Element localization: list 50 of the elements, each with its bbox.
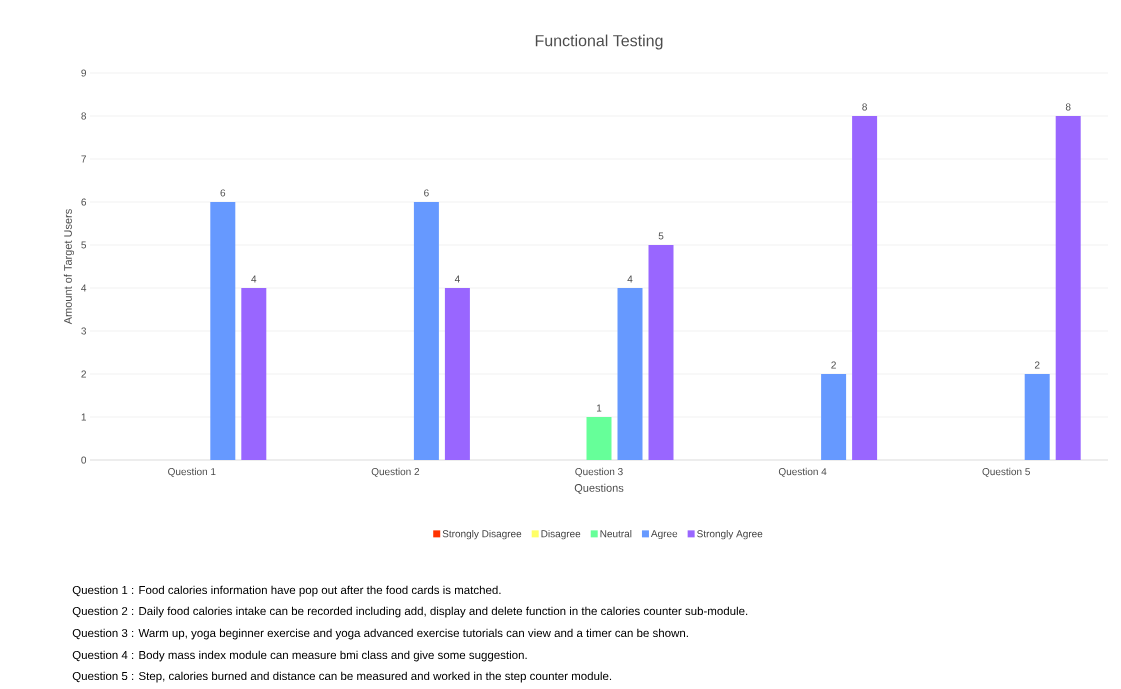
data-label: 6	[220, 189, 226, 197]
legend-label: Disagree	[541, 529, 581, 540]
text: Question 5 : Step, calories burned and distance can be measured and worked in the step counter module.	[72, 671, 612, 683]
y-tick-label: 5	[81, 241, 87, 249]
y-tick-label: 8	[81, 112, 87, 120]
x-tick-label: Question 2	[371, 467, 420, 477]
y-tick-label: 6	[81, 198, 87, 206]
y-axis-title: Amount of Target Users	[63, 209, 75, 325]
bar	[241, 288, 267, 460]
y-tick-label: 9	[81, 69, 87, 77]
text: Question 2 : Daily food calories intake can be recorded including add, display and delete function in the calories counter sub-module.	[72, 606, 748, 618]
bar	[586, 417, 612, 460]
data-label: 5	[658, 232, 664, 240]
legend-label: Agree	[650, 530, 678, 540]
text: Question 4 : Body mass index module can measure bmi class and give some suggestion.	[72, 650, 527, 662]
bar	[1055, 116, 1081, 460]
y-tick-label: 1	[81, 413, 86, 421]
data-label: 1	[596, 404, 602, 412]
legend-label: Strongly Disagree	[442, 529, 522, 540]
data-label: 2	[831, 361, 836, 369]
chart-title: Functional Testing	[535, 34, 663, 50]
y-tick-label: 4	[81, 284, 87, 292]
legend-label: Strongly Agree	[697, 529, 763, 540]
x-tick-label: Question 5	[982, 467, 1030, 477]
data-label: 4	[454, 275, 460, 283]
data-label: 2	[1034, 361, 1040, 369]
y-tick-label: 3	[81, 327, 87, 335]
bar	[617, 288, 643, 460]
x-tick-label: Question 3	[575, 467, 623, 477]
y-tick-label: 7	[81, 155, 86, 163]
y-tick-label: 0	[81, 456, 87, 464]
x-tick-label: Question 1	[168, 467, 216, 477]
data-label: 8	[862, 103, 867, 111]
text: Question 1 : Food calories information have pop out after the food cards is matched.	[72, 585, 501, 597]
bar	[1024, 374, 1050, 460]
bar	[648, 245, 674, 460]
data-label: 8	[1065, 103, 1071, 111]
data-label: 4	[251, 275, 257, 283]
bar	[210, 202, 236, 460]
y-tick-label: 2	[81, 370, 86, 378]
bar	[413, 202, 439, 460]
x-axis-title: Questions	[574, 483, 624, 494]
legend-label: Neutral	[600, 529, 632, 538]
data-label: 4	[627, 275, 633, 283]
bar	[444, 288, 470, 460]
bar	[821, 374, 847, 460]
bar	[852, 116, 878, 460]
text: Question 3 : Warm up, yoga beginner exercise and yoga advanced exercise tutorials can view and a timer can be shown.	[72, 628, 688, 640]
x-tick-label: Question 4	[778, 467, 827, 477]
data-label: 6	[424, 189, 429, 197]
